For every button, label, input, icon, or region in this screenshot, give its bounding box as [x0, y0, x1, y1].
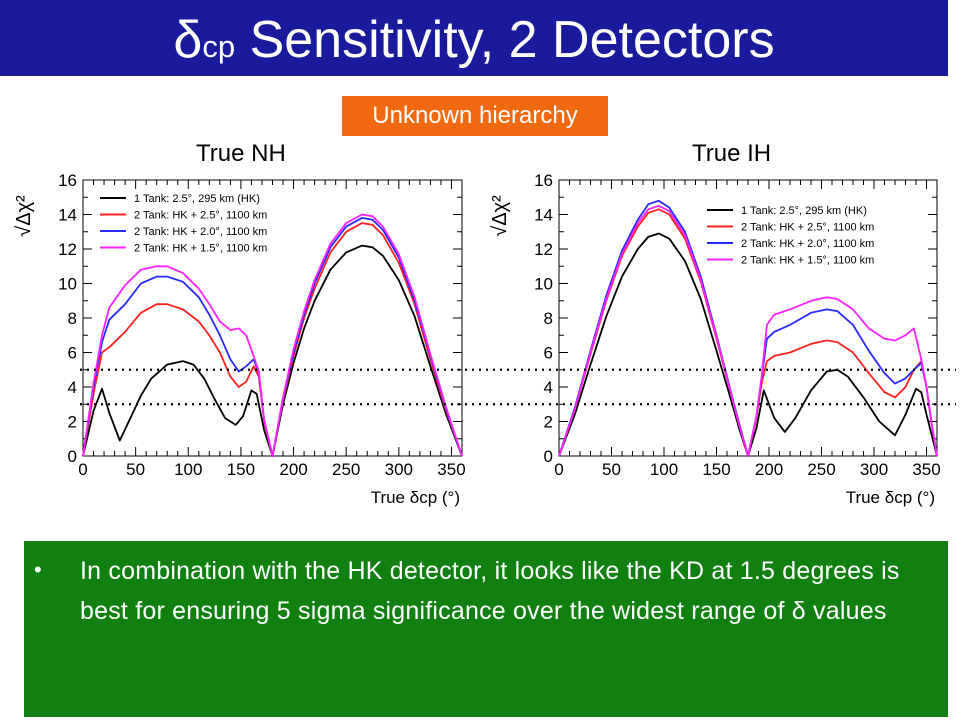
true-ih-label: True IH [692, 140, 772, 167]
ih-ytick-label: 0 [544, 447, 553, 466]
nh-ytick-label: 0 [68, 447, 77, 466]
nh-ytick-label: 14 [58, 206, 77, 225]
ih-ytick-label: 2 [544, 413, 553, 432]
slide-title: δcp Sensitivity, 2 Detectors [0, 0, 948, 87]
nh-legend-label-3: 2 Tank: HK + 2.0°, 1100 km [134, 226, 267, 238]
nh-series-line-2 [82, 222, 463, 457]
ih-legend-label-2: 2 Tank: HK + 2.5°, 1100 km [741, 222, 874, 234]
conclusion-text: In combination with the HK detector, it … [80, 557, 900, 625]
ih-y-axis-title: √Δχ² [489, 195, 511, 237]
nh-legend-label-4: 2 Tank: HK + 1.5°, 1100 km [134, 243, 267, 255]
nh-ytick-label: 6 [68, 344, 77, 363]
title-delta: δ [173, 11, 203, 69]
nh-legend-label-2: 2 Tank: HK + 2.5°, 1100 km [134, 210, 267, 222]
nh-series-line-1 [82, 244, 463, 457]
ih-ytick-label: 12 [534, 240, 553, 259]
title-bar: δcp Sensitivity, 2 Detectors [0, 0, 948, 76]
title-subscript: cp [202, 29, 236, 64]
conclusion-box: • In combination with the HK detector, i… [24, 541, 948, 717]
nh-ytick-label: 12 [58, 240, 77, 259]
ih-legend-label-3: 2 Tank: HK + 2.0°, 1100 km [741, 238, 874, 250]
nh-xtick-label: 0 [78, 460, 87, 479]
nh-ytick-label: 2 [68, 413, 77, 432]
nh-x-axis-title: True δcp (°) [371, 488, 460, 507]
title-text: Sensitivity, 2 Detectors [235, 11, 775, 69]
ih-x-axis-title: True δcp (°) [846, 488, 935, 507]
ih-xtick-label: 50 [602, 460, 621, 479]
ih-xtick-label: 300 [860, 460, 888, 479]
nh-xtick-label: 200 [279, 460, 307, 479]
nh-xtick-label: 300 [385, 460, 413, 479]
ih-ytick-label: 10 [534, 275, 553, 294]
ih-ytick-label: 8 [544, 309, 553, 328]
bullet-icon: • [34, 557, 42, 582]
nh-ytick-label: 8 [68, 309, 77, 328]
hierarchy-badge: Unknown hierarchy [342, 96, 608, 136]
nh-ytick-label: 10 [58, 275, 77, 294]
nh-legend-label-1: 1 Tank: 2.5°, 295 km (HK) [134, 193, 260, 205]
ih-xtick-label: 100 [650, 460, 678, 479]
ih-legend-label-4: 2 Tank: HK + 1.5°, 1100 km [741, 255, 874, 267]
ih-series-line-1 [558, 232, 938, 457]
nh-xtick-label: 150 [227, 460, 255, 479]
nh-xtick-label: 50 [126, 460, 145, 479]
ih-ytick-label: 16 [534, 171, 553, 190]
nh-xtick-label: 350 [437, 460, 465, 479]
ih-xtick-label: 350 [912, 460, 940, 479]
nh-y-axis-title: √Δχ² [13, 195, 35, 237]
nh-xtick-label: 250 [332, 460, 360, 479]
ih-xtick-label: 150 [702, 460, 730, 479]
nh-ytick-label: 4 [68, 378, 77, 397]
ih-ytick-label: 6 [544, 344, 553, 363]
nh-xtick-label: 100 [174, 460, 202, 479]
ih-series-line-4 [558, 204, 938, 457]
ih-ytick-label: 14 [534, 206, 553, 225]
true-nh-label: True NH [196, 140, 286, 167]
nh-ytick-label: 16 [58, 171, 77, 190]
ih-xtick-label: 200 [755, 460, 783, 479]
ih-ytick-label: 4 [544, 378, 553, 397]
nh-series-line-4 [82, 213, 463, 457]
ih-xtick-label: 250 [807, 460, 835, 479]
ih-legend-label-1: 1 Tank: 2.5°, 295 km (HK) [741, 205, 867, 217]
ih-xtick-label: 0 [554, 460, 563, 479]
